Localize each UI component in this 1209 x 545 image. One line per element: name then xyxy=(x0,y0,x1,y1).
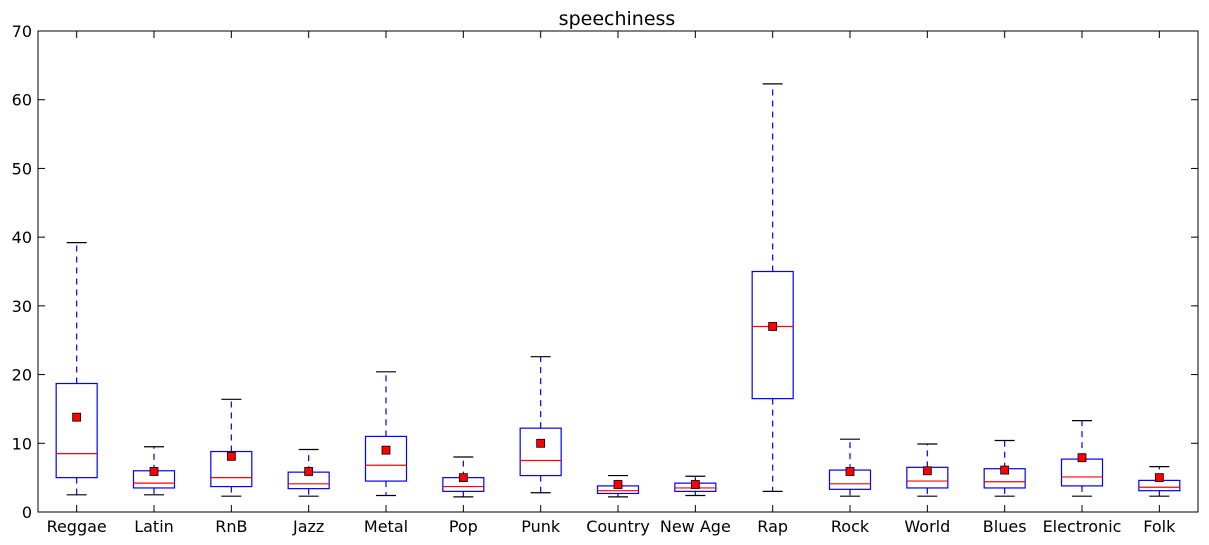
box-rnb xyxy=(210,398,253,497)
y-tick-label: 0 xyxy=(22,503,32,522)
x-tick-label: RnB xyxy=(215,517,247,536)
y-tick-label: 10 xyxy=(12,434,32,453)
box-blues xyxy=(983,439,1026,497)
mean-marker xyxy=(613,480,623,489)
box-pop xyxy=(442,456,485,498)
x-tick-label: Electronic xyxy=(1043,517,1122,536)
box-folk xyxy=(1138,466,1181,497)
y-tick-label: 20 xyxy=(12,366,32,385)
box-new-age xyxy=(674,475,717,497)
x-tick-label: Pop xyxy=(449,517,478,536)
mean-marker xyxy=(304,467,314,476)
mean-marker xyxy=(845,467,855,476)
chart-title: speechiness xyxy=(559,8,676,30)
y-tick-label: 30 xyxy=(12,297,32,316)
x-tick-label: Folk xyxy=(1143,517,1176,536)
x-tick-label: World xyxy=(904,517,950,536)
iqr-box xyxy=(751,270,794,400)
mean-marker xyxy=(1077,453,1087,463)
mean-marker xyxy=(536,438,546,448)
y-tick-label: 60 xyxy=(12,91,32,110)
mean-marker xyxy=(922,466,932,476)
box-reggae xyxy=(55,242,98,496)
iqr-box xyxy=(519,427,562,477)
mean-marker xyxy=(381,445,391,455)
iqr-box xyxy=(364,435,408,482)
box-rap xyxy=(751,83,794,492)
mean-marker xyxy=(768,322,778,331)
y-tick-label: 70 xyxy=(12,22,32,41)
y-tick-label: 40 xyxy=(12,228,32,247)
x-tick-label: Rock xyxy=(831,517,870,536)
iqr-box xyxy=(55,382,98,479)
x-tick-label: Jazz xyxy=(292,517,324,536)
mean-marker xyxy=(72,412,82,422)
box-world xyxy=(906,443,949,497)
boxes-layer xyxy=(55,83,1181,498)
iqr-box xyxy=(210,450,253,488)
box-latin xyxy=(132,446,176,496)
box-metal xyxy=(364,371,408,497)
x-tick-label: New Age xyxy=(660,517,731,536)
x-tick-label: Punk xyxy=(521,517,561,536)
box-jazz xyxy=(287,448,330,497)
x-tick-label: Latin xyxy=(134,517,174,536)
x-tick-label: Country xyxy=(586,517,650,536)
mean-marker xyxy=(1154,473,1164,483)
mean-marker xyxy=(1000,465,1010,475)
iqr-box xyxy=(1060,458,1104,487)
x-axis: Reggae Latin RnB Jazz Metal Pop Punk Country New… xyxy=(47,31,1176,536)
mean-marker xyxy=(690,480,700,489)
box-country xyxy=(596,474,640,498)
plot-area-frame xyxy=(37,30,1199,513)
mean-marker xyxy=(149,467,159,476)
mean-marker xyxy=(226,451,236,461)
x-tick-label: Reggae xyxy=(47,517,107,536)
box-electronic xyxy=(1060,420,1104,497)
x-tick-label: Rap xyxy=(757,517,788,536)
box-rock xyxy=(828,438,872,497)
box-punk xyxy=(519,356,562,494)
x-tick-label: Blues xyxy=(983,517,1027,536)
mean-marker xyxy=(458,473,468,483)
y-tick-label: 50 xyxy=(12,159,32,178)
y-axis: 0 10 20 30 40 50 60 70 xyxy=(12,22,1198,522)
x-tick-label: Metal xyxy=(364,517,408,536)
